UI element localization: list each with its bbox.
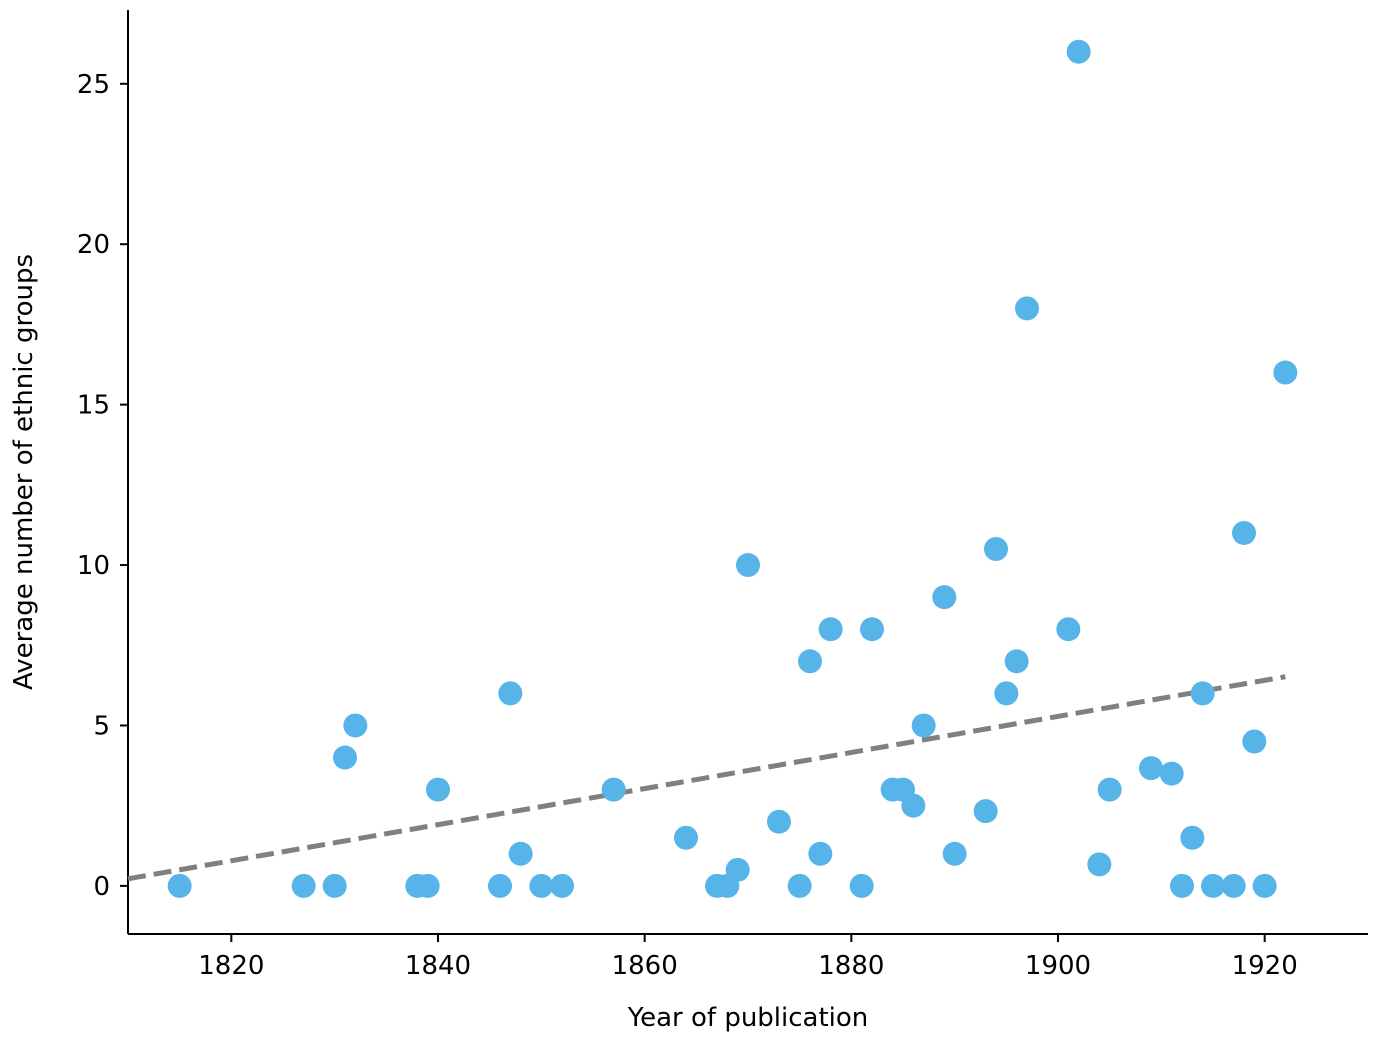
point: [932, 585, 957, 610]
point: [343, 713, 368, 738]
point: [1242, 729, 1267, 754]
y-tick-label: 15: [77, 391, 110, 421]
point: [498, 681, 523, 706]
point: [787, 873, 812, 898]
x-tick-label: 1860: [612, 951, 678, 981]
x-tick-label: 1900: [1025, 951, 1091, 981]
point: [508, 841, 533, 866]
point: [1252, 873, 1277, 898]
point: [1159, 761, 1184, 786]
point: [1056, 617, 1081, 642]
point: [1180, 825, 1205, 850]
point: [1273, 360, 1298, 385]
point: [808, 841, 833, 866]
point: [1015, 296, 1039, 321]
y-tick-label: 5: [93, 711, 110, 741]
point: [1097, 777, 1122, 802]
point: [849, 873, 874, 898]
point: [1066, 39, 1091, 64]
x-tick-label: 1920: [1232, 951, 1298, 981]
point: [798, 649, 822, 674]
point: [942, 841, 967, 866]
point: [291, 873, 316, 898]
y-tick-label: 20: [77, 230, 110, 260]
x-tick-label: 1820: [198, 951, 264, 981]
point: [529, 873, 554, 898]
x-tick-label: 1840: [405, 951, 471, 981]
point: [994, 681, 1019, 706]
point: [1170, 873, 1194, 898]
point: [736, 553, 760, 578]
point: [674, 825, 698, 850]
x-tick-label: 1880: [818, 951, 884, 981]
x-axis-label: Year of publication: [627, 1003, 869, 1033]
y-axis-label: Average number of ethnic groups: [9, 254, 39, 690]
trend-line: [127, 674, 1286, 882]
point: [426, 777, 450, 802]
point: [322, 873, 347, 898]
point: [984, 537, 1008, 561]
point: [1221, 873, 1246, 898]
point: [1232, 520, 1256, 545]
point: [1201, 873, 1225, 898]
y-tick-label: 25: [77, 70, 110, 100]
point: [1139, 756, 1163, 781]
point: [973, 799, 998, 824]
point: [1087, 852, 1112, 877]
point: [818, 617, 843, 642]
point: [488, 873, 512, 898]
point: [1004, 649, 1029, 674]
point: [415, 873, 440, 898]
point: [911, 713, 936, 738]
point: [725, 857, 750, 882]
y-tick-label: 0: [93, 872, 110, 902]
point: [860, 617, 884, 642]
point: [767, 809, 791, 834]
point: [601, 777, 626, 802]
point: [1190, 681, 1215, 706]
point: [167, 873, 192, 898]
point: [333, 745, 357, 770]
y-tick-label: 10: [77, 551, 110, 581]
point: [550, 873, 574, 898]
point: [901, 793, 926, 818]
